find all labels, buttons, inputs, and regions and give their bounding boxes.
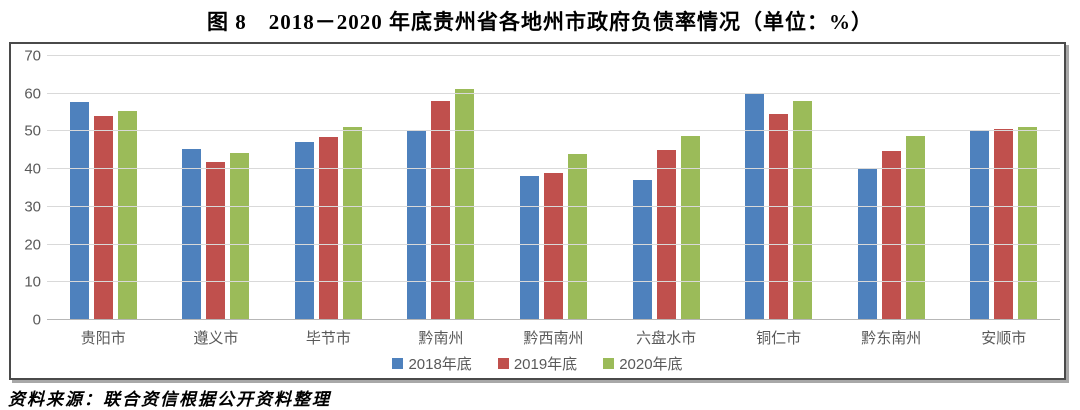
source-note: 资料来源：联合资信根据公开资料整理 [8,390,331,409]
x-category-label: 安顺市 [981,330,1027,347]
gridline [47,92,1060,94]
bar [544,172,564,320]
gridline [47,130,1060,132]
x-category-label: 铜仁市 [756,330,802,347]
x-axis-line [47,319,1060,320]
bar [905,135,925,320]
legend: 2018年底 2019年底 2020年底 [11,353,1064,374]
bar [318,137,338,320]
bar [680,135,700,320]
chart-frame: 0 10 20 30 40 50 60 70 贵阳市 遵义市 毕节市 黔南州 黔西南州 六盘水市 铜仁市 黔… [9,42,1066,380]
bar [431,101,451,320]
legend-label: 2019年底 [513,356,578,373]
bar [117,110,137,320]
y-axis: 0 10 20 30 40 50 60 70 [13,49,45,328]
bar-group [272,56,385,320]
legend-item: 2020年底 [603,353,683,374]
bar [342,126,362,320]
bar [1018,126,1038,320]
x-category-label: 毕节市 [305,330,351,347]
bar-group [497,56,610,320]
y-tick-label: 50 [24,122,41,140]
bar [994,129,1014,320]
plot-area [47,55,1060,320]
bar-group [610,56,723,320]
bar [182,149,202,320]
x-category-label: 贵阳市 [80,330,126,347]
bar [93,115,113,320]
y-tick-label: 40 [24,160,41,178]
bar [632,179,652,320]
bar [520,176,540,320]
bar-group [948,56,1061,320]
bar [568,154,588,320]
y-tick-label: 30 [24,198,41,216]
legend-label: 2020年底 [619,356,683,373]
bar [656,150,676,320]
bar [769,114,789,320]
bar [407,129,427,320]
gridline [47,281,1060,283]
gridline [47,205,1060,207]
y-tick-label: 20 [24,236,41,254]
bar [970,131,990,320]
y-tick-label: 70 [24,47,41,65]
legend-swatch-icon [603,358,615,369]
bar-groups [47,56,1060,320]
bar [69,102,89,320]
legend-label: 2018年底 [408,356,472,373]
x-labels: 贵阳市 遵义市 毕节市 黔南州 黔西南州 六盘水市 铜仁市 黔东南州 安顺市 [47,327,1060,348]
legend-item: 2018年底 [392,353,472,374]
gridline [47,243,1060,245]
x-category-label: 黔南州 [418,330,464,347]
bar [455,89,475,320]
bar-group [385,56,498,320]
gridline [47,168,1060,170]
x-category-label: 遵义市 [193,330,239,347]
bar-group [47,56,160,320]
gridline [47,55,1060,56]
legend-item: 2019年底 [497,353,578,374]
x-category-label: 黔东南州 [861,330,922,347]
bar [206,162,226,320]
y-tick-label: 0 [32,311,41,329]
bar-group [160,56,273,320]
y-tick-label: 10 [24,273,41,291]
bar [294,141,314,320]
legend-swatch-icon [497,358,509,369]
figure-title: 图 8 2018－2020 年底贵州省各地州市政府负债率情况（单位：%） [207,10,873,34]
x-category-label: 六盘水市 [636,330,697,347]
bar [881,151,901,320]
x-category-label: 黔西南州 [523,330,584,347]
bar [230,152,250,320]
y-tick-label: 60 [24,85,41,103]
legend-swatch-icon [392,358,404,369]
bar [793,101,813,320]
